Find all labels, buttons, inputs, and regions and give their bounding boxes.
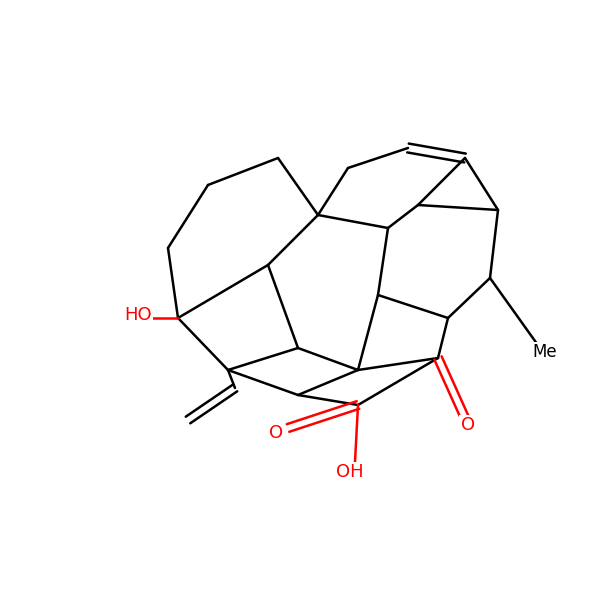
Text: OH: OH bbox=[336, 463, 364, 481]
Text: O: O bbox=[461, 416, 475, 434]
Text: Me: Me bbox=[533, 343, 557, 361]
Text: O: O bbox=[269, 424, 283, 442]
Text: HO: HO bbox=[124, 306, 152, 324]
